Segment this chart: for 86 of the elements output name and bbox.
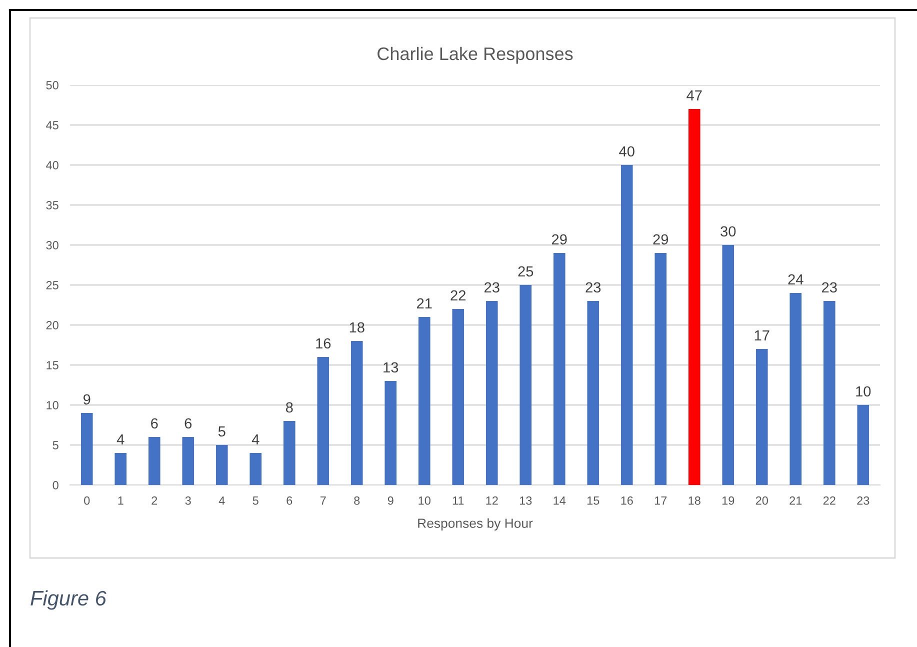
data-label: 17: [754, 330, 770, 340]
x-tick-label: 9: [388, 496, 394, 505]
y-tick-label: 30: [46, 241, 58, 250]
bar: [114, 453, 127, 485]
data-label: 8: [286, 402, 293, 413]
data-label: 4: [252, 434, 260, 444]
bar: [620, 165, 633, 485]
bar: [250, 453, 262, 485]
data-label: 25: [518, 266, 534, 277]
x-tick-label: 5: [252, 496, 258, 505]
bar: [182, 437, 194, 485]
x-tick-label: 17: [654, 496, 667, 505]
bar: [283, 421, 296, 485]
data-label: 29: [653, 234, 668, 245]
y-tick-label: 5: [52, 441, 58, 450]
y-tick-label: 45: [46, 121, 58, 130]
x-tick-label: 22: [823, 496, 836, 505]
x-tick-label: 10: [418, 496, 430, 505]
x-tick-label: 3: [185, 496, 191, 505]
bar: [520, 285, 532, 485]
x-tick-label: 20: [756, 496, 768, 505]
x-tick-label: 16: [621, 496, 633, 505]
x-tick-label: 8: [354, 496, 360, 505]
data-label: 6: [184, 418, 192, 429]
x-tick-label: 2: [152, 496, 158, 505]
data-label: 16: [316, 338, 331, 349]
x-tick-label: 11: [452, 496, 464, 505]
x-tick-label: 7: [320, 496, 326, 505]
x-tick-label: 4: [218, 496, 225, 505]
bar: [823, 301, 836, 485]
x-tick-label: 23: [857, 496, 870, 505]
data-label: 6: [151, 418, 158, 429]
y-tick-label: 0: [52, 481, 58, 490]
bar: [756, 349, 768, 485]
x-tick-label: 18: [688, 496, 700, 505]
bar: [384, 381, 397, 485]
data-label: 47: [686, 90, 702, 100]
data-label: 40: [619, 146, 634, 157]
bar: [80, 413, 93, 485]
data-label: 29: [552, 234, 567, 245]
bar: [418, 317, 430, 485]
y-tick-label: 20: [46, 321, 58, 330]
y-tick-label: 35: [46, 201, 58, 210]
bar: [587, 301, 600, 485]
data-label: 21: [417, 298, 432, 308]
x-tick-label: 19: [722, 496, 734, 505]
x-tick-label: 21: [790, 496, 802, 505]
caption: Figure 6: [30, 590, 106, 610]
bar: [790, 293, 802, 485]
x-tick-label: 14: [554, 496, 566, 505]
data-label: 4: [116, 434, 124, 444]
y-tick-label: 15: [46, 361, 58, 370]
data-label: 22: [450, 290, 466, 300]
x-tick-label: 6: [286, 496, 292, 505]
x-tick-label: 0: [84, 496, 90, 505]
data-label: 30: [720, 226, 736, 237]
x-tick-label: 13: [520, 496, 532, 505]
bar: [486, 301, 498, 485]
data-label: 5: [218, 426, 226, 437]
data-label: 24: [788, 274, 804, 284]
bar: [553, 253, 566, 485]
y-tick-label: 40: [46, 161, 58, 170]
bar: [452, 309, 464, 485]
x-axis-title: Responses by Hour: [418, 518, 533, 531]
chart-title: Charlie Lake Responses: [378, 46, 573, 64]
x-tick-label: 15: [587, 496, 600, 505]
y-tick-label: 10: [46, 401, 58, 410]
bar: [148, 437, 160, 485]
data-label: 23: [484, 282, 500, 293]
data-label: 23: [586, 282, 601, 293]
data-label: 9: [84, 394, 90, 405]
x-tick-label: 1: [118, 496, 124, 505]
bar: [216, 445, 228, 485]
bar: [688, 109, 700, 485]
bar: [722, 245, 734, 485]
data-label: 18: [350, 322, 364, 333]
data-label: 23: [822, 282, 837, 293]
y-tick-label: 25: [46, 281, 58, 290]
data-label: 13: [384, 362, 398, 373]
bar: [317, 357, 330, 485]
data-label: 10: [856, 386, 871, 397]
bar: [350, 341, 363, 485]
bar: [857, 405, 870, 485]
x-tick-label: 12: [486, 496, 498, 505]
y-tick-label: 50: [46, 81, 58, 90]
bar: [654, 253, 667, 485]
